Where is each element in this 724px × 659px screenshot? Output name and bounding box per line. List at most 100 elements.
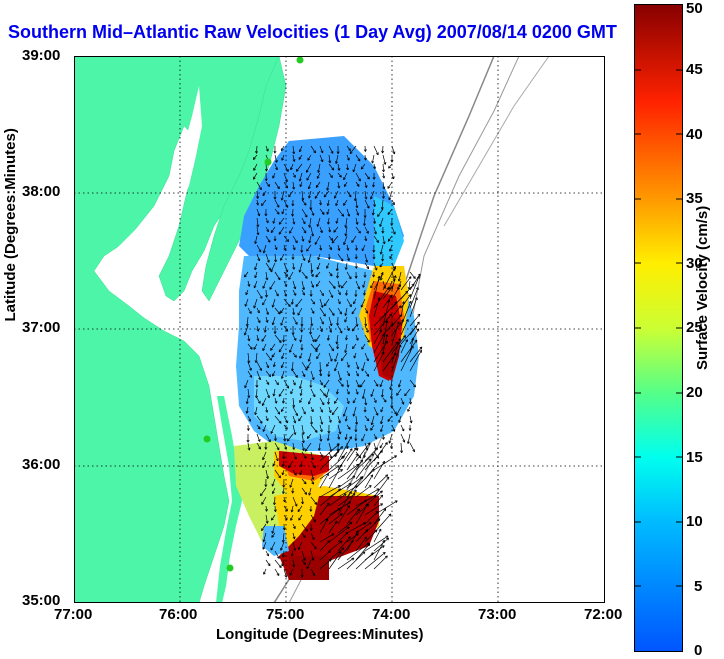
velocity-arrowhead [366,206,370,209]
velocity-arrow [373,226,377,235]
velocity-arrow [346,190,352,198]
velocity-arrowhead [374,204,377,207]
velocity-arrow [290,514,294,521]
velocity-arrowhead [358,508,360,512]
velocity-arrowhead [371,422,374,426]
velocity-arrow [306,172,312,181]
velocity-arrow [319,485,341,498]
velocity-arrowhead [289,231,292,234]
velocity-arrow [359,379,366,388]
velocity-arrowhead [343,178,346,181]
velocity-arrowhead [337,248,340,251]
velocity-arrowhead [382,460,385,463]
velocity-arrowhead [335,203,339,207]
velocity-arrow [373,262,378,271]
velocity-arrow [323,379,330,388]
velocity-arrow [343,172,348,181]
velocity-arrowhead [247,439,250,443]
velocity-arrowhead [328,550,331,552]
velocity-arrow [382,181,385,190]
velocity-arrow [292,379,296,386]
velocity-arrow [265,559,271,566]
velocity-arrowhead [366,267,369,270]
velocity-arrow [379,379,384,387]
velocity-arrow [373,145,379,156]
velocity-arrowhead [361,249,365,252]
velocity-arrow [283,271,288,277]
velocity-arrow [391,335,406,354]
velocity-arrowhead [372,161,375,164]
velocity-arrow [388,190,393,201]
velocity-arrowhead [272,491,275,494]
velocity-arrow [337,540,354,561]
velocity-arrow [299,262,303,273]
velocity-arrow [352,163,357,173]
velocity-arrowhead [386,474,389,478]
velocity-arrow [328,271,333,277]
velocity-arrow [409,287,419,309]
velocity-arrowhead [333,230,337,233]
colorbar-tick-label: 35 [686,190,703,207]
velocity-arrowhead [336,443,340,445]
velocity-arrow [364,510,379,525]
velocity-arrow [256,316,261,323]
velocity-arrowhead [308,240,310,244]
velocity-arrow [380,415,384,424]
velocity-arrow [400,319,409,336]
velocity-arrow [336,217,339,224]
velocity-arrowhead [284,499,286,503]
velocity-arrow [364,334,370,343]
velocity-arrowhead [379,297,381,301]
velocity-arrow [363,289,366,296]
velocity-arrowhead [340,446,343,448]
velocity-arrowhead [364,536,367,539]
velocity-arrowhead [347,505,350,508]
velocity-arrowhead [281,158,285,161]
velocity-arrowhead [363,215,366,218]
velocity-arrowhead [352,169,354,173]
y-tick-label: 35:00 [22,592,61,609]
velocity-arrow [244,298,249,307]
velocity-arrow [256,397,261,404]
velocity-arrowhead [347,446,349,449]
velocity-arrow [373,163,376,169]
velocity-arrow [319,199,322,206]
velocity-arrow [355,244,358,251]
velocity-arrow [337,536,351,552]
velocity-arrowhead [280,258,283,261]
velocity-arrow [346,271,352,280]
velocity-arrowhead [328,401,331,405]
velocity-arrowhead [379,224,383,227]
velocity-arrowhead [256,151,258,154]
velocity-arrowhead [327,540,330,542]
radar-station-marker [296,56,304,64]
velocity-arrowhead [248,311,252,314]
velocity-arrow [292,217,295,225]
velocity-arrowhead [393,176,395,179]
velocity-arrowhead [345,337,348,341]
velocity-arrow [292,181,295,190]
velocity-arrowhead [314,503,317,505]
velocity-arrowhead [328,410,332,413]
velocity-arrow [314,190,321,199]
velocity-arrowhead [394,278,396,282]
velocity-arrow [328,464,343,489]
velocity-arrowhead [398,279,401,282]
velocity-arrow [308,397,312,405]
velocity-arrow [301,289,305,296]
velocity-arrowhead [315,340,318,343]
velocity-arrow [364,370,370,377]
velocity-arrow [310,271,314,277]
velocity-arrow [324,298,330,307]
velocity-arrow [345,433,348,440]
velocity-arrow [391,314,402,327]
velocity-arrow [364,490,383,507]
velocity-arrowhead [340,385,344,387]
velocity-arrowhead [328,374,331,377]
velocity-arrowhead [324,393,326,396]
velocity-arrow [310,532,315,540]
velocity-arrow [299,379,303,389]
velocity-arrow [400,345,414,372]
velocity-arrowhead [321,429,323,432]
velocity-arrow [288,190,294,198]
